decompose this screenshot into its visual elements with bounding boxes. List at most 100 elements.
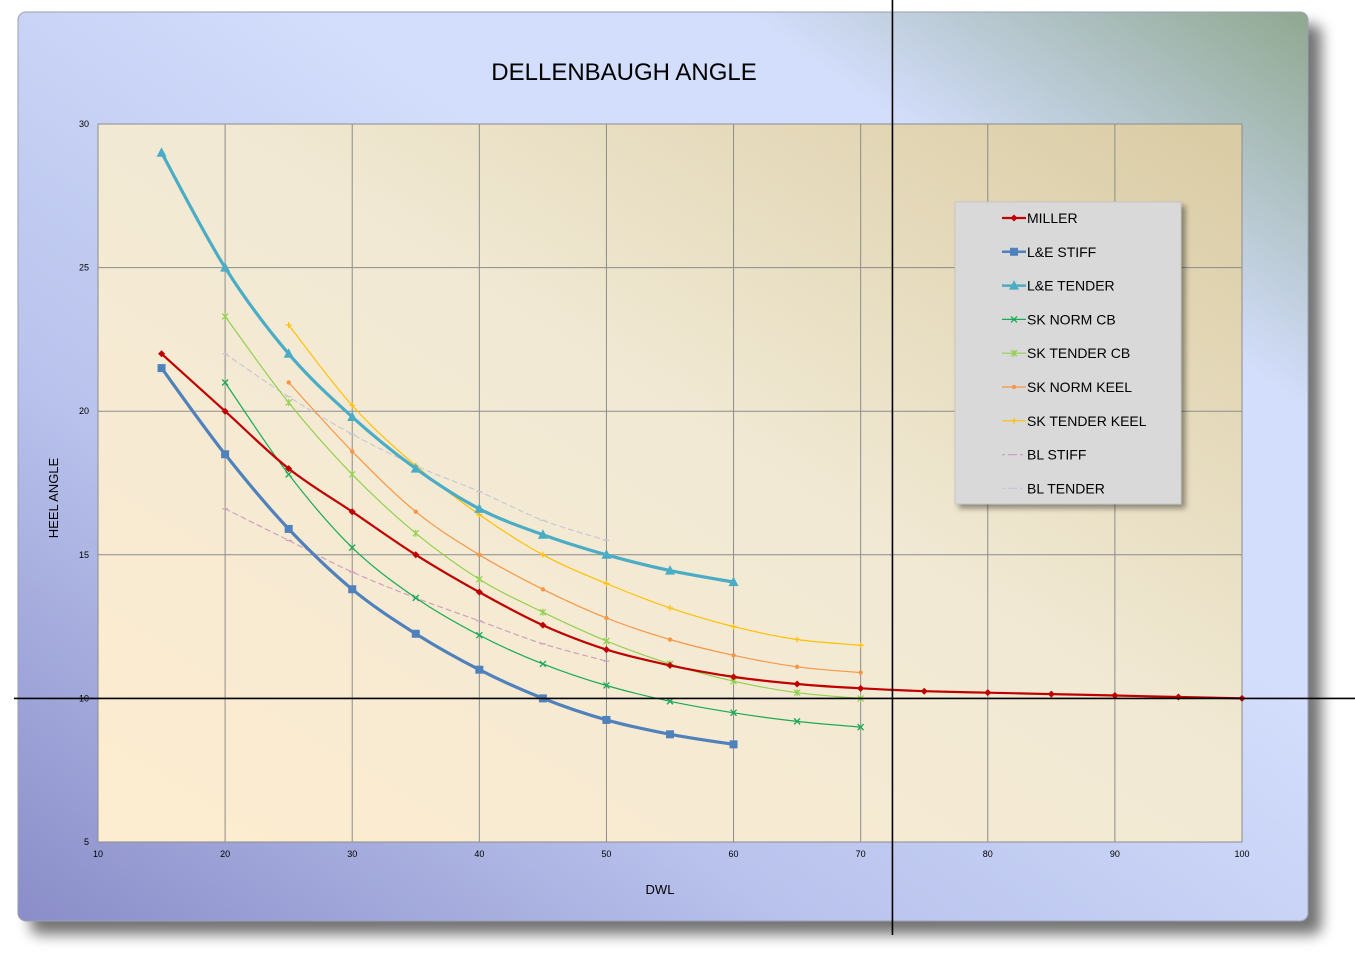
data-point — [730, 673, 738, 681]
data-point — [603, 580, 610, 587]
data-point — [602, 715, 611, 724]
data-point — [666, 697, 674, 705]
data-point — [158, 350, 166, 358]
data-point — [603, 637, 610, 645]
data-point — [221, 379, 229, 386]
data-point — [858, 670, 863, 675]
data-point — [474, 503, 485, 513]
data-point — [475, 665, 484, 674]
data-point — [730, 623, 737, 630]
legend-marker — [1010, 214, 1018, 222]
data-point — [348, 544, 356, 552]
data-point — [1111, 692, 1119, 700]
data-point — [347, 411, 358, 421]
data-point — [350, 449, 355, 454]
data-point — [539, 621, 547, 629]
series-sk-tender-cb — [221, 312, 865, 702]
x-tick-label: 90 — [1110, 849, 1120, 859]
data-point — [539, 660, 547, 668]
data-point — [602, 682, 610, 689]
data-point — [793, 689, 801, 697]
data-point — [286, 380, 291, 385]
legend-label: MILLER — [1027, 210, 1078, 226]
legend-marker — [1011, 384, 1017, 390]
data-point — [537, 529, 548, 539]
x-tick-label: 60 — [729, 849, 739, 859]
legend-label: L&E STIFF — [1027, 244, 1096, 260]
data-point — [728, 576, 739, 587]
series-sk-norm-keel — [286, 380, 863, 675]
series-line — [224, 315, 862, 699]
data-point — [284, 524, 293, 533]
data-point — [793, 717, 801, 725]
data-point — [666, 661, 674, 669]
legend-label: SK NORM KEEL — [1027, 379, 1132, 395]
legend-item: BL STIFF — [1002, 447, 1086, 463]
data-point — [475, 575, 483, 583]
series-miller — [158, 350, 1246, 702]
x-tick-label: 50 — [601, 849, 611, 859]
crosshair — [14, 0, 1355, 935]
data-point — [539, 551, 546, 558]
series-line — [160, 366, 736, 746]
legend-marker — [1010, 247, 1018, 256]
chart-title: DELLENBAUGH ANGLE — [491, 59, 756, 86]
data-point — [348, 585, 357, 594]
legend-marker — [1009, 280, 1019, 290]
series-line — [288, 381, 862, 674]
data-point — [349, 402, 356, 409]
data-point — [477, 552, 482, 557]
data-point — [601, 549, 612, 559]
data-point — [412, 551, 420, 559]
legend-item: SK TENDER CB — [1002, 345, 1130, 361]
x-tick-label: 30 — [347, 849, 357, 859]
y-tick-label: 30 — [79, 119, 89, 129]
legend-marker — [1011, 417, 1017, 424]
data-point — [666, 730, 674, 739]
legend-box — [954, 201, 1182, 505]
data-point — [729, 740, 738, 749]
data-point — [221, 450, 230, 459]
legend-label: SK NORM CB — [1027, 311, 1116, 327]
data-point — [221, 312, 229, 320]
y-tick-label: 15 — [79, 550, 89, 560]
data-point — [285, 322, 292, 329]
data-point — [221, 407, 229, 415]
data-point — [475, 631, 483, 639]
data-point — [667, 604, 673, 611]
legend-item: SK NORM KEEL — [1002, 379, 1132, 395]
data-point — [984, 689, 992, 697]
data-point — [1047, 690, 1055, 698]
x-tick-label: 40 — [474, 849, 484, 859]
legend: MILLER L&E STIFF L&E TENDER SK NORM CB SK TE… — [954, 201, 1182, 505]
data-point — [348, 470, 356, 478]
data-point — [857, 684, 865, 692]
x-tick-label: 20 — [220, 849, 230, 859]
data-point — [793, 680, 801, 688]
data-point — [156, 147, 167, 157]
data-point — [794, 664, 800, 670]
y-tick-label: 5 — [84, 837, 89, 847]
data-point — [220, 262, 231, 272]
legend-label: BL TENDER — [1027, 480, 1105, 496]
data-point — [475, 588, 483, 596]
data-point — [412, 594, 420, 602]
legend-marker — [1010, 315, 1018, 323]
x-tick-label: 80 — [983, 849, 993, 859]
data-point — [667, 637, 673, 642]
data-point — [285, 465, 293, 473]
series-sk-norm-cb — [221, 379, 865, 731]
data-point — [410, 463, 421, 473]
legend-item: SK TENDER KEEL — [1002, 413, 1147, 429]
data-point — [604, 615, 609, 621]
series-l-e-tender — [156, 147, 739, 587]
legend-label: L&E TENDER — [1027, 278, 1115, 294]
data-point — [413, 509, 418, 514]
x-axis-label: DWL — [646, 882, 675, 897]
y-axis-label: HEEL ANGLE — [46, 457, 61, 538]
data-point — [285, 470, 293, 478]
legend-item: BL TENDER — [1002, 480, 1105, 496]
data-point — [920, 687, 928, 695]
